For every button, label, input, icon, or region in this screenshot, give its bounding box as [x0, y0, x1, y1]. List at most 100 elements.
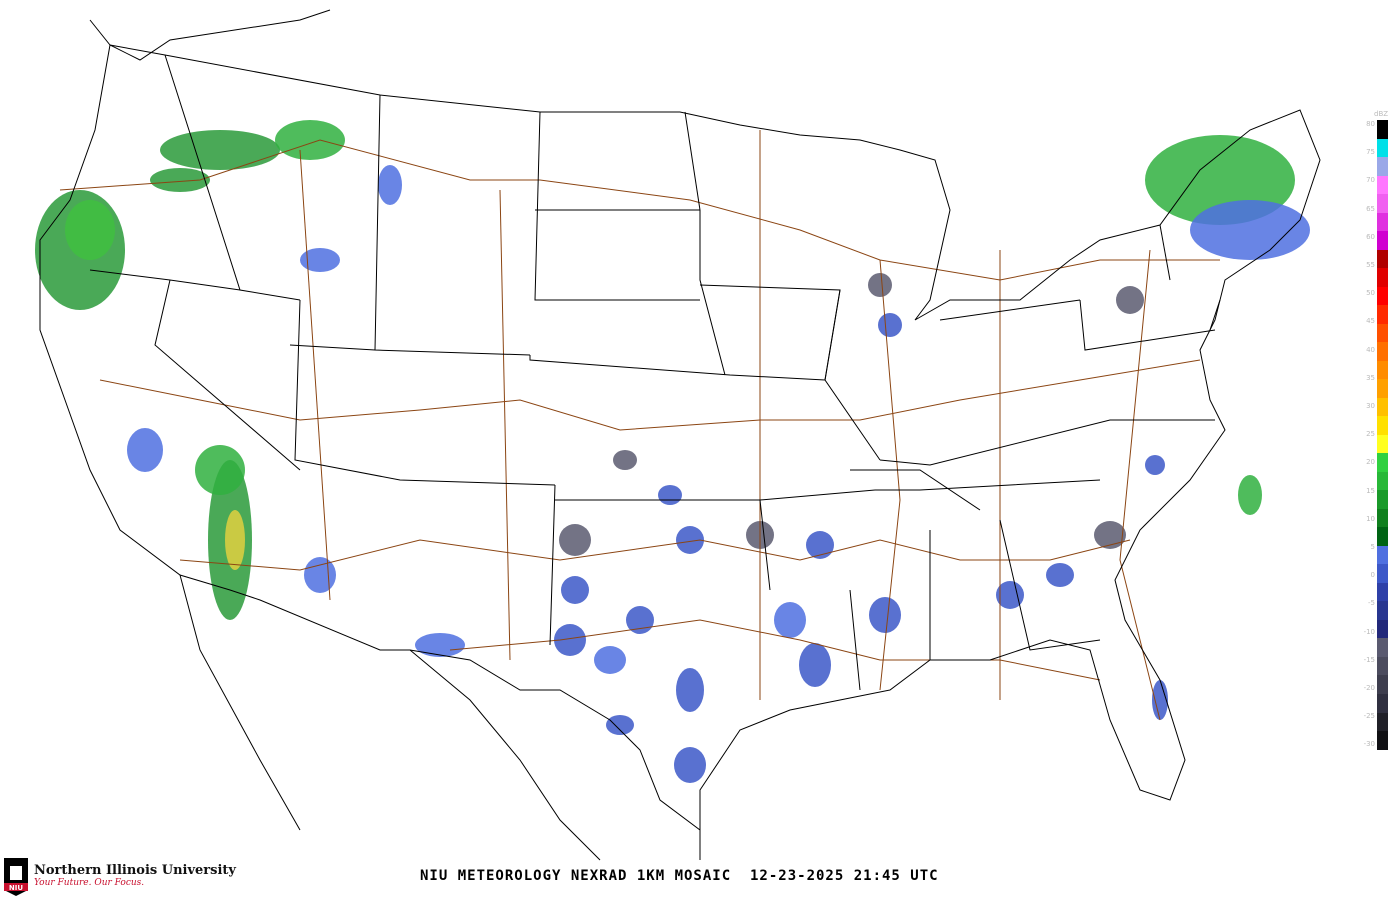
precip-cell [606, 715, 634, 735]
legend-label: 25 [1366, 430, 1375, 439]
legend-swatch [1377, 693, 1388, 713]
precip-cell [799, 643, 831, 687]
legend-label: 0 [1370, 571, 1375, 580]
state-line [939, 299, 1081, 321]
precip-cell [676, 668, 704, 712]
state-line [759, 489, 876, 501]
legend-swatch [1377, 268, 1388, 287]
precip-cell [806, 531, 834, 559]
legend-swatch [1377, 305, 1388, 324]
state-line [850, 469, 981, 511]
precip-cell [1046, 563, 1074, 587]
precip-cell [1152, 680, 1168, 720]
legend-swatch [1377, 379, 1388, 398]
precip-cell [225, 510, 245, 570]
legend-swatch [1377, 231, 1388, 250]
precip-cell [275, 120, 345, 160]
legend-swatch [1377, 453, 1388, 472]
legend-swatch [1377, 194, 1388, 213]
legend-swatch [1377, 157, 1388, 176]
precip-cell [160, 130, 280, 170]
legend-swatch [1377, 249, 1388, 269]
legend-label: 50 [1366, 289, 1375, 298]
precip-cell [378, 165, 402, 205]
precip-cell [559, 524, 591, 556]
map-title: NIU METEOROLOGY NEXRAD 1KM MOSAIC 12-23-… [420, 868, 939, 884]
highway [1119, 249, 1161, 721]
legend-swatch [1377, 471, 1388, 491]
highway [499, 189, 511, 661]
legend-swatch [1377, 582, 1388, 602]
precip-cell [415, 633, 465, 657]
niu-shield-icon: NIU [4, 858, 28, 896]
us-outline [39, 44, 1321, 831]
mexico-coast [409, 649, 601, 861]
legend-label: 20 [1366, 458, 1375, 467]
precip-cell [300, 248, 340, 272]
precip-cell [868, 273, 892, 297]
precip-cell [878, 313, 902, 337]
legend-label: 75 [1366, 148, 1375, 157]
highway [99, 359, 1201, 431]
state-line [879, 419, 1215, 466]
legend-label: 40 [1366, 345, 1375, 354]
legend-swatch [1377, 545, 1388, 565]
state-line [154, 279, 301, 471]
state-line [999, 519, 1101, 651]
legend-label: -30 [1363, 740, 1375, 749]
state-line [824, 289, 841, 381]
precip-cell [626, 606, 654, 634]
legend-label: 55 [1366, 261, 1375, 269]
legend-swatch [1377, 175, 1388, 195]
legend-swatch [1377, 675, 1388, 694]
legend-swatch [1377, 564, 1388, 583]
legend-swatch [1377, 638, 1388, 657]
legend-label: -10 [1363, 627, 1375, 636]
state-line [1079, 299, 1216, 351]
precip-cell [869, 597, 901, 633]
precip-cell [658, 485, 682, 505]
precip-cell [1116, 286, 1144, 314]
legend-label: 5 [1370, 543, 1375, 551]
state-line [534, 111, 700, 301]
legend-swatch [1377, 434, 1388, 454]
state-line [289, 344, 376, 351]
precip-cell [195, 445, 245, 495]
baja-coast [179, 574, 301, 831]
legend-swatch [1377, 656, 1388, 676]
precip-cell [127, 428, 163, 472]
border-layer [39, 9, 1321, 861]
logo-tagline: Your Future. Our Focus. [34, 878, 145, 888]
legend-label: 30 [1366, 402, 1375, 410]
legend-swatch [1377, 397, 1388, 417]
legend-swatch [1377, 731, 1388, 750]
state-line [684, 111, 701, 211]
legend-label: 65 [1366, 204, 1375, 213]
precip-cell [1094, 521, 1126, 549]
state-line [1209, 299, 1221, 331]
legend-label: 70 [1366, 176, 1375, 185]
legend-unit: dBZ [1374, 110, 1389, 118]
legend-label: -15 [1363, 655, 1375, 664]
legend-swatch [1377, 342, 1388, 361]
legend-label: -20 [1363, 684, 1375, 692]
legend-swatch [1377, 508, 1388, 528]
legend-swatch [1377, 619, 1388, 639]
legend-swatch [1377, 120, 1388, 139]
canada-coast [89, 9, 331, 61]
legend-label: 35 [1366, 373, 1375, 382]
legend-label: 15 [1366, 486, 1375, 495]
precip-cell [150, 168, 210, 192]
precip-cell [676, 526, 704, 554]
highway-layer [59, 130, 1220, 721]
legend-swatch [1377, 360, 1388, 380]
legend-color-bar [1377, 120, 1388, 750]
legend-swatch [1377, 212, 1388, 232]
precip-cell [594, 646, 626, 674]
highway [59, 139, 1220, 281]
precip-cell [1190, 200, 1310, 260]
precip-cell [561, 576, 589, 604]
legend-swatch [1377, 601, 1388, 620]
legend-label: -5 [1368, 599, 1375, 608]
